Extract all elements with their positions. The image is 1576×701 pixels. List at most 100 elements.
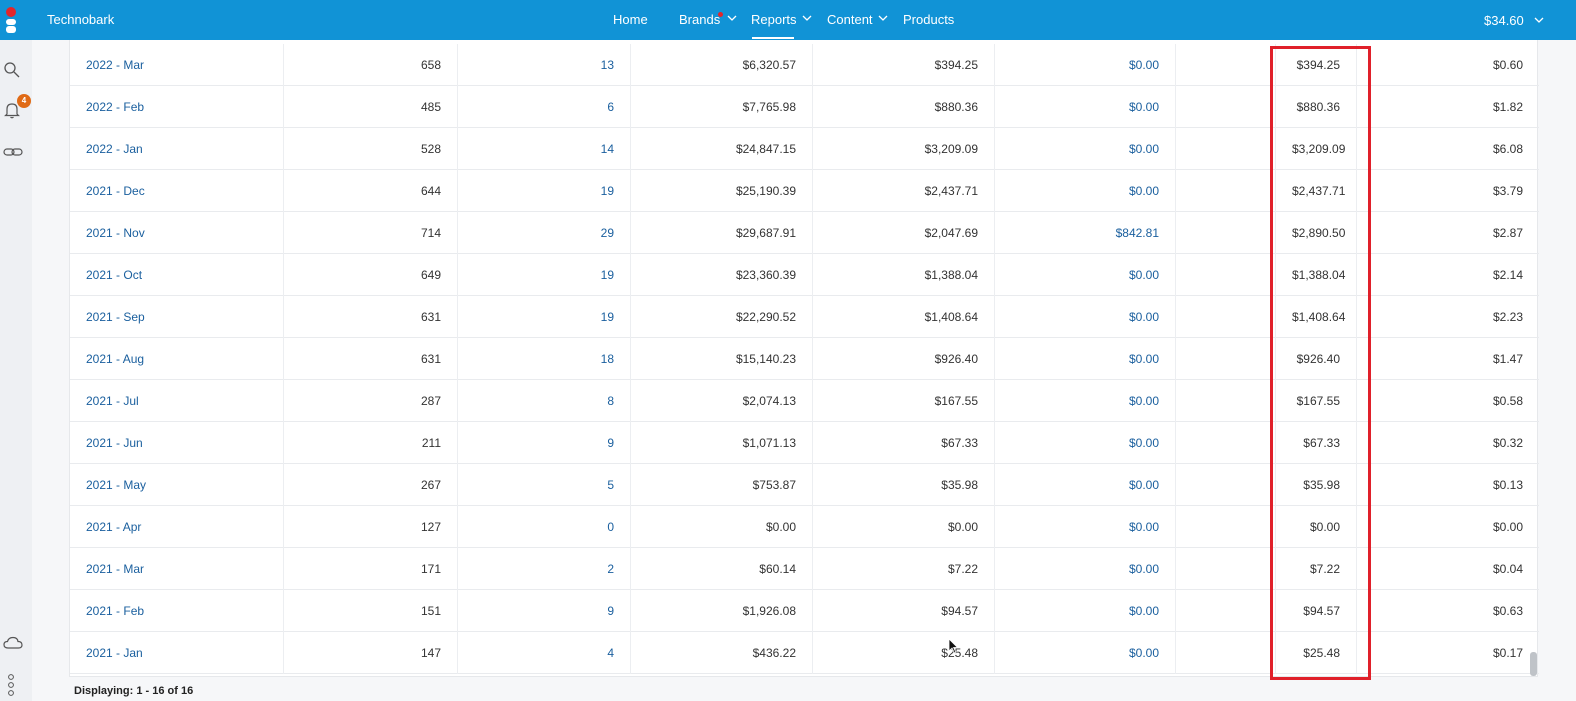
orders-cell[interactable]: 19 xyxy=(458,170,631,212)
chevron-down-icon xyxy=(1534,17,1544,23)
sales-cell: $25,190.39 xyxy=(631,170,813,212)
empty-cell xyxy=(1176,506,1276,548)
earnings-cell: $1,388.04 xyxy=(813,254,995,296)
count-cell: 714 xyxy=(284,212,458,254)
bonus-cell[interactable]: $0.00 xyxy=(995,506,1176,548)
bell-icon[interactable] xyxy=(3,101,21,119)
count-cell: 147 xyxy=(284,632,458,674)
chevron-down-icon xyxy=(727,15,737,21)
bonus-cell[interactable]: $0.00 xyxy=(995,380,1176,422)
orders-cell[interactable]: 5 xyxy=(458,464,631,506)
app-name[interactable]: Technobark xyxy=(47,12,115,27)
table-row: 2021 - Mar 171 2 $60.14 $7.22 $0.00 $7.22 $0.04 xyxy=(70,548,1539,590)
month-cell[interactable]: 2022 - Mar xyxy=(70,44,284,86)
total-cell: $7.22 xyxy=(1276,548,1357,590)
total-cell: $25.48 xyxy=(1276,632,1357,674)
month-cell[interactable]: 2021 - Nov xyxy=(70,212,284,254)
empty-cell xyxy=(1176,212,1276,254)
bonus-cell[interactable]: $0.00 xyxy=(995,44,1176,86)
account-balance[interactable]: $34.60 xyxy=(1484,13,1544,28)
total-cell: $926.40 xyxy=(1276,338,1357,380)
earnings-cell: $1,408.64 xyxy=(813,296,995,338)
orders-cell[interactable]: 19 xyxy=(458,296,631,338)
top-nav-bar: Technobark Home Brands Reports Content P… xyxy=(0,0,1576,40)
orders-cell[interactable]: 8 xyxy=(458,380,631,422)
month-cell[interactable]: 2021 - Feb xyxy=(70,590,284,632)
month-cell[interactable]: 2021 - Jun xyxy=(70,422,284,464)
earnings-cell: $926.40 xyxy=(813,338,995,380)
orders-cell[interactable]: 13 xyxy=(458,44,631,86)
bonus-cell[interactable]: $0.00 xyxy=(995,338,1176,380)
month-cell[interactable]: 2022 - Feb xyxy=(70,86,284,128)
bonus-cell[interactable]: $0.00 xyxy=(995,548,1176,590)
month-cell[interactable]: 2021 - Jan xyxy=(70,632,284,674)
month-cell[interactable]: 2021 - Mar xyxy=(70,548,284,590)
scrollbar-thumb[interactable] xyxy=(1530,652,1537,676)
orders-cell[interactable]: 19 xyxy=(458,254,631,296)
empty-cell xyxy=(1176,86,1276,128)
bonus-cell[interactable]: $0.00 xyxy=(995,86,1176,128)
orders-cell[interactable]: 6 xyxy=(458,86,631,128)
month-cell[interactable]: 2021 - Dec xyxy=(70,170,284,212)
earnings-cell: $0.00 xyxy=(813,506,995,548)
month-cell[interactable]: 2021 - Jul xyxy=(70,380,284,422)
bonus-cell[interactable]: $842.81 xyxy=(995,212,1176,254)
bonus-cell[interactable]: $0.00 xyxy=(995,464,1176,506)
total-cell: $1,408.64 xyxy=(1276,296,1357,338)
sales-cell: $2,074.13 xyxy=(631,380,813,422)
balance-value: $34.60 xyxy=(1484,13,1524,28)
app-logo[interactable] xyxy=(5,7,17,33)
empty-cell xyxy=(1176,548,1276,590)
orders-cell[interactable]: 2 xyxy=(458,548,631,590)
table-row: 2021 - Jun 211 9 $1,071.13 $67.33 $0.00 $67.33… xyxy=(70,422,1539,464)
orders-cell[interactable]: 9 xyxy=(458,590,631,632)
orders-cell[interactable]: 29 xyxy=(458,212,631,254)
month-cell[interactable]: 2022 - Jan xyxy=(70,128,284,170)
empty-cell xyxy=(1176,254,1276,296)
nav-products[interactable]: Products xyxy=(903,12,955,27)
table-row: 2021 - Sep 631 19 $22,290.52 $1,408.64 $0.00 $… xyxy=(70,296,1539,338)
table-row: 2021 - Jan 147 4 $436.22 $25.48 $0.00 $25.48 $0… xyxy=(70,632,1539,674)
orders-cell[interactable]: 0 xyxy=(458,506,631,548)
sales-cell: $436.22 xyxy=(631,632,813,674)
earnings-cell: $25.48 xyxy=(813,632,995,674)
sales-cell: $24,847.15 xyxy=(631,128,813,170)
table-row: 2021 - Feb 151 9 $1,926.08 $94.57 $0.00 $94.57… xyxy=(70,590,1539,632)
orders-cell[interactable]: 4 xyxy=(458,632,631,674)
bonus-cell[interactable]: $0.00 xyxy=(995,422,1176,464)
nav-home[interactable]: Home xyxy=(613,12,648,27)
total-cell: $94.57 xyxy=(1276,590,1357,632)
orders-cell[interactable]: 18 xyxy=(458,338,631,380)
link-icon[interactable] xyxy=(3,143,23,161)
epc-cell: $0.63 xyxy=(1492,604,1523,618)
sales-cell: $15,140.23 xyxy=(631,338,813,380)
nav-brands[interactable]: Brands xyxy=(679,12,739,27)
nav-content-label: Content xyxy=(827,12,873,27)
orders-cell[interactable]: 9 xyxy=(458,422,631,464)
nav-active-indicator xyxy=(752,37,794,39)
bonus-cell[interactable]: $0.00 xyxy=(995,632,1176,674)
month-cell[interactable]: 2021 - Sep xyxy=(70,296,284,338)
nav-content[interactable]: Content xyxy=(827,12,889,27)
earnings-cell: $3,209.09 xyxy=(813,128,995,170)
chevron-down-icon xyxy=(878,15,888,21)
count-cell: 211 xyxy=(284,422,458,464)
sales-cell: $753.87 xyxy=(631,464,813,506)
count-cell: 644 xyxy=(284,170,458,212)
month-cell[interactable]: 2021 - Apr xyxy=(70,506,284,548)
orders-cell[interactable]: 14 xyxy=(458,128,631,170)
month-cell[interactable]: 2021 - Aug xyxy=(70,338,284,380)
cloud-icon[interactable] xyxy=(3,634,23,652)
bonus-cell[interactable]: $0.00 xyxy=(995,590,1176,632)
total-cell: $2,890.50 xyxy=(1276,212,1357,254)
month-cell[interactable]: 2021 - May xyxy=(70,464,284,506)
bonus-cell[interactable]: $0.00 xyxy=(995,254,1176,296)
bonus-cell[interactable]: $0.00 xyxy=(995,296,1176,338)
more-options-icon[interactable] xyxy=(6,672,18,700)
month-cell[interactable]: 2021 - Oct xyxy=(70,254,284,296)
nav-reports[interactable]: Reports xyxy=(751,12,813,27)
table-row: 2022 - Mar 658 13 $6,320.57 $394.25 $0.00 $394… xyxy=(70,44,1539,86)
bonus-cell[interactable]: $0.00 xyxy=(995,128,1176,170)
bonus-cell[interactable]: $0.00 xyxy=(995,170,1176,212)
search-icon[interactable] xyxy=(3,61,21,79)
